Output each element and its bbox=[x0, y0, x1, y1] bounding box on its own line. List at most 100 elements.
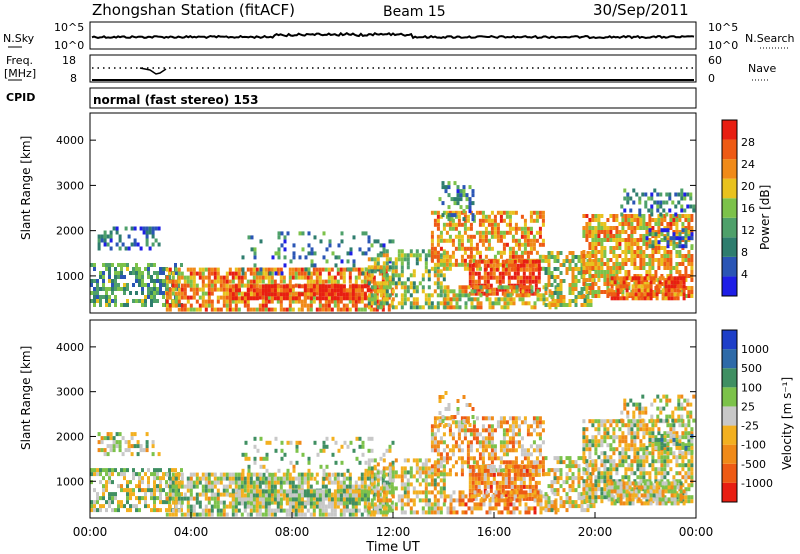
velocity-cell bbox=[117, 500, 120, 505]
power-cell bbox=[508, 210, 512, 215]
velocity-cell bbox=[288, 512, 292, 517]
power-cell bbox=[452, 305, 456, 310]
power-cell bbox=[675, 234, 679, 238]
power-cell bbox=[690, 254, 694, 258]
power-cell bbox=[498, 287, 502, 292]
power-cell bbox=[364, 267, 368, 272]
power-cell bbox=[375, 307, 379, 312]
power-cell bbox=[633, 214, 637, 218]
power-cell bbox=[533, 301, 537, 306]
power-cell bbox=[189, 275, 193, 280]
power-cell bbox=[616, 292, 620, 297]
velocity-cell bbox=[252, 493, 256, 498]
power-cell bbox=[177, 275, 181, 280]
velocity-cell bbox=[262, 472, 266, 477]
velocity-cell bbox=[339, 501, 343, 506]
velocity-cell bbox=[433, 482, 437, 487]
power-cell bbox=[464, 305, 468, 310]
power-cell bbox=[210, 279, 214, 284]
power-cell bbox=[616, 284, 620, 289]
power-cell bbox=[655, 284, 659, 289]
velocity-cell bbox=[400, 470, 404, 475]
power-cell bbox=[588, 262, 592, 266]
power-cell bbox=[210, 271, 214, 276]
velocity-cell bbox=[464, 502, 468, 507]
velocity-cell bbox=[439, 506, 443, 511]
velocity-cell bbox=[324, 493, 328, 498]
power-cell bbox=[99, 303, 102, 307]
power-cell bbox=[180, 291, 184, 296]
power-cell bbox=[370, 297, 374, 302]
velocity-cell bbox=[436, 444, 440, 449]
power-cell bbox=[138, 275, 141, 279]
power-cell bbox=[294, 296, 298, 301]
velocity-cell bbox=[418, 498, 422, 503]
power-cell bbox=[642, 242, 646, 246]
velocity-cell bbox=[243, 501, 247, 506]
power-cell bbox=[648, 226, 652, 230]
velocity-cell bbox=[180, 504, 183, 509]
power-cell bbox=[333, 299, 337, 304]
velocity-cell bbox=[180, 492, 183, 497]
velocity-cell bbox=[255, 472, 259, 477]
power-cell bbox=[99, 299, 102, 303]
velocity-cell bbox=[123, 472, 126, 477]
velocity-cell bbox=[264, 493, 268, 498]
power-cell bbox=[124, 246, 128, 251]
power-cell bbox=[279, 279, 283, 284]
power-cell bbox=[473, 297, 477, 302]
velocity-cell bbox=[504, 484, 508, 489]
velocity-cell bbox=[108, 504, 111, 509]
velocity-cell bbox=[174, 476, 178, 481]
power-cell bbox=[654, 230, 658, 234]
power-cell bbox=[471, 189, 475, 194]
velocity-cell bbox=[186, 504, 190, 509]
velocity-cell bbox=[490, 444, 494, 449]
power-cell bbox=[267, 279, 271, 284]
power-cell bbox=[234, 303, 238, 308]
power-cell bbox=[585, 290, 589, 294]
velocity-cell bbox=[270, 497, 274, 502]
velocity-cell bbox=[303, 501, 307, 506]
velocity-cell bbox=[150, 496, 153, 501]
velocity-cell bbox=[249, 497, 253, 502]
power-cell bbox=[489, 263, 493, 268]
velocity-cell bbox=[291, 508, 295, 513]
power-cell bbox=[525, 267, 529, 272]
power-cell bbox=[606, 218, 610, 222]
power-cell bbox=[222, 303, 226, 308]
power-cell bbox=[213, 283, 217, 288]
power-cell bbox=[225, 291, 229, 296]
velocity-cell bbox=[268, 472, 272, 477]
power-cell bbox=[427, 277, 431, 282]
power-cell bbox=[288, 279, 292, 284]
velocity-cell bbox=[466, 444, 470, 449]
velocity-cell bbox=[342, 504, 346, 509]
velocity-cell bbox=[363, 480, 367, 485]
power-cell bbox=[577, 267, 581, 271]
power-cell bbox=[639, 234, 643, 238]
power-cell bbox=[667, 276, 671, 281]
velocity-cell bbox=[325, 464, 329, 469]
power-cell bbox=[321, 279, 325, 284]
power-cell bbox=[690, 286, 694, 290]
power-cell bbox=[686, 192, 690, 197]
velocity-cell bbox=[118, 444, 122, 449]
power-cell bbox=[204, 275, 208, 280]
power-cell bbox=[528, 275, 532, 280]
power-cell bbox=[657, 262, 661, 266]
velocity-cell bbox=[135, 496, 138, 501]
power-cell bbox=[234, 284, 238, 289]
power-cell bbox=[490, 246, 494, 251]
power-cell bbox=[541, 266, 545, 271]
power-cell bbox=[168, 275, 171, 279]
power-cell bbox=[460, 234, 464, 239]
power-cell bbox=[442, 250, 446, 255]
power-cell bbox=[648, 254, 652, 258]
velocity-cell bbox=[363, 504, 367, 509]
power-cell bbox=[282, 288, 286, 293]
power-cell bbox=[183, 307, 187, 312]
velocity-cell bbox=[241, 468, 245, 473]
velocity-cell bbox=[485, 494, 489, 499]
velocity-cell bbox=[180, 508, 183, 513]
